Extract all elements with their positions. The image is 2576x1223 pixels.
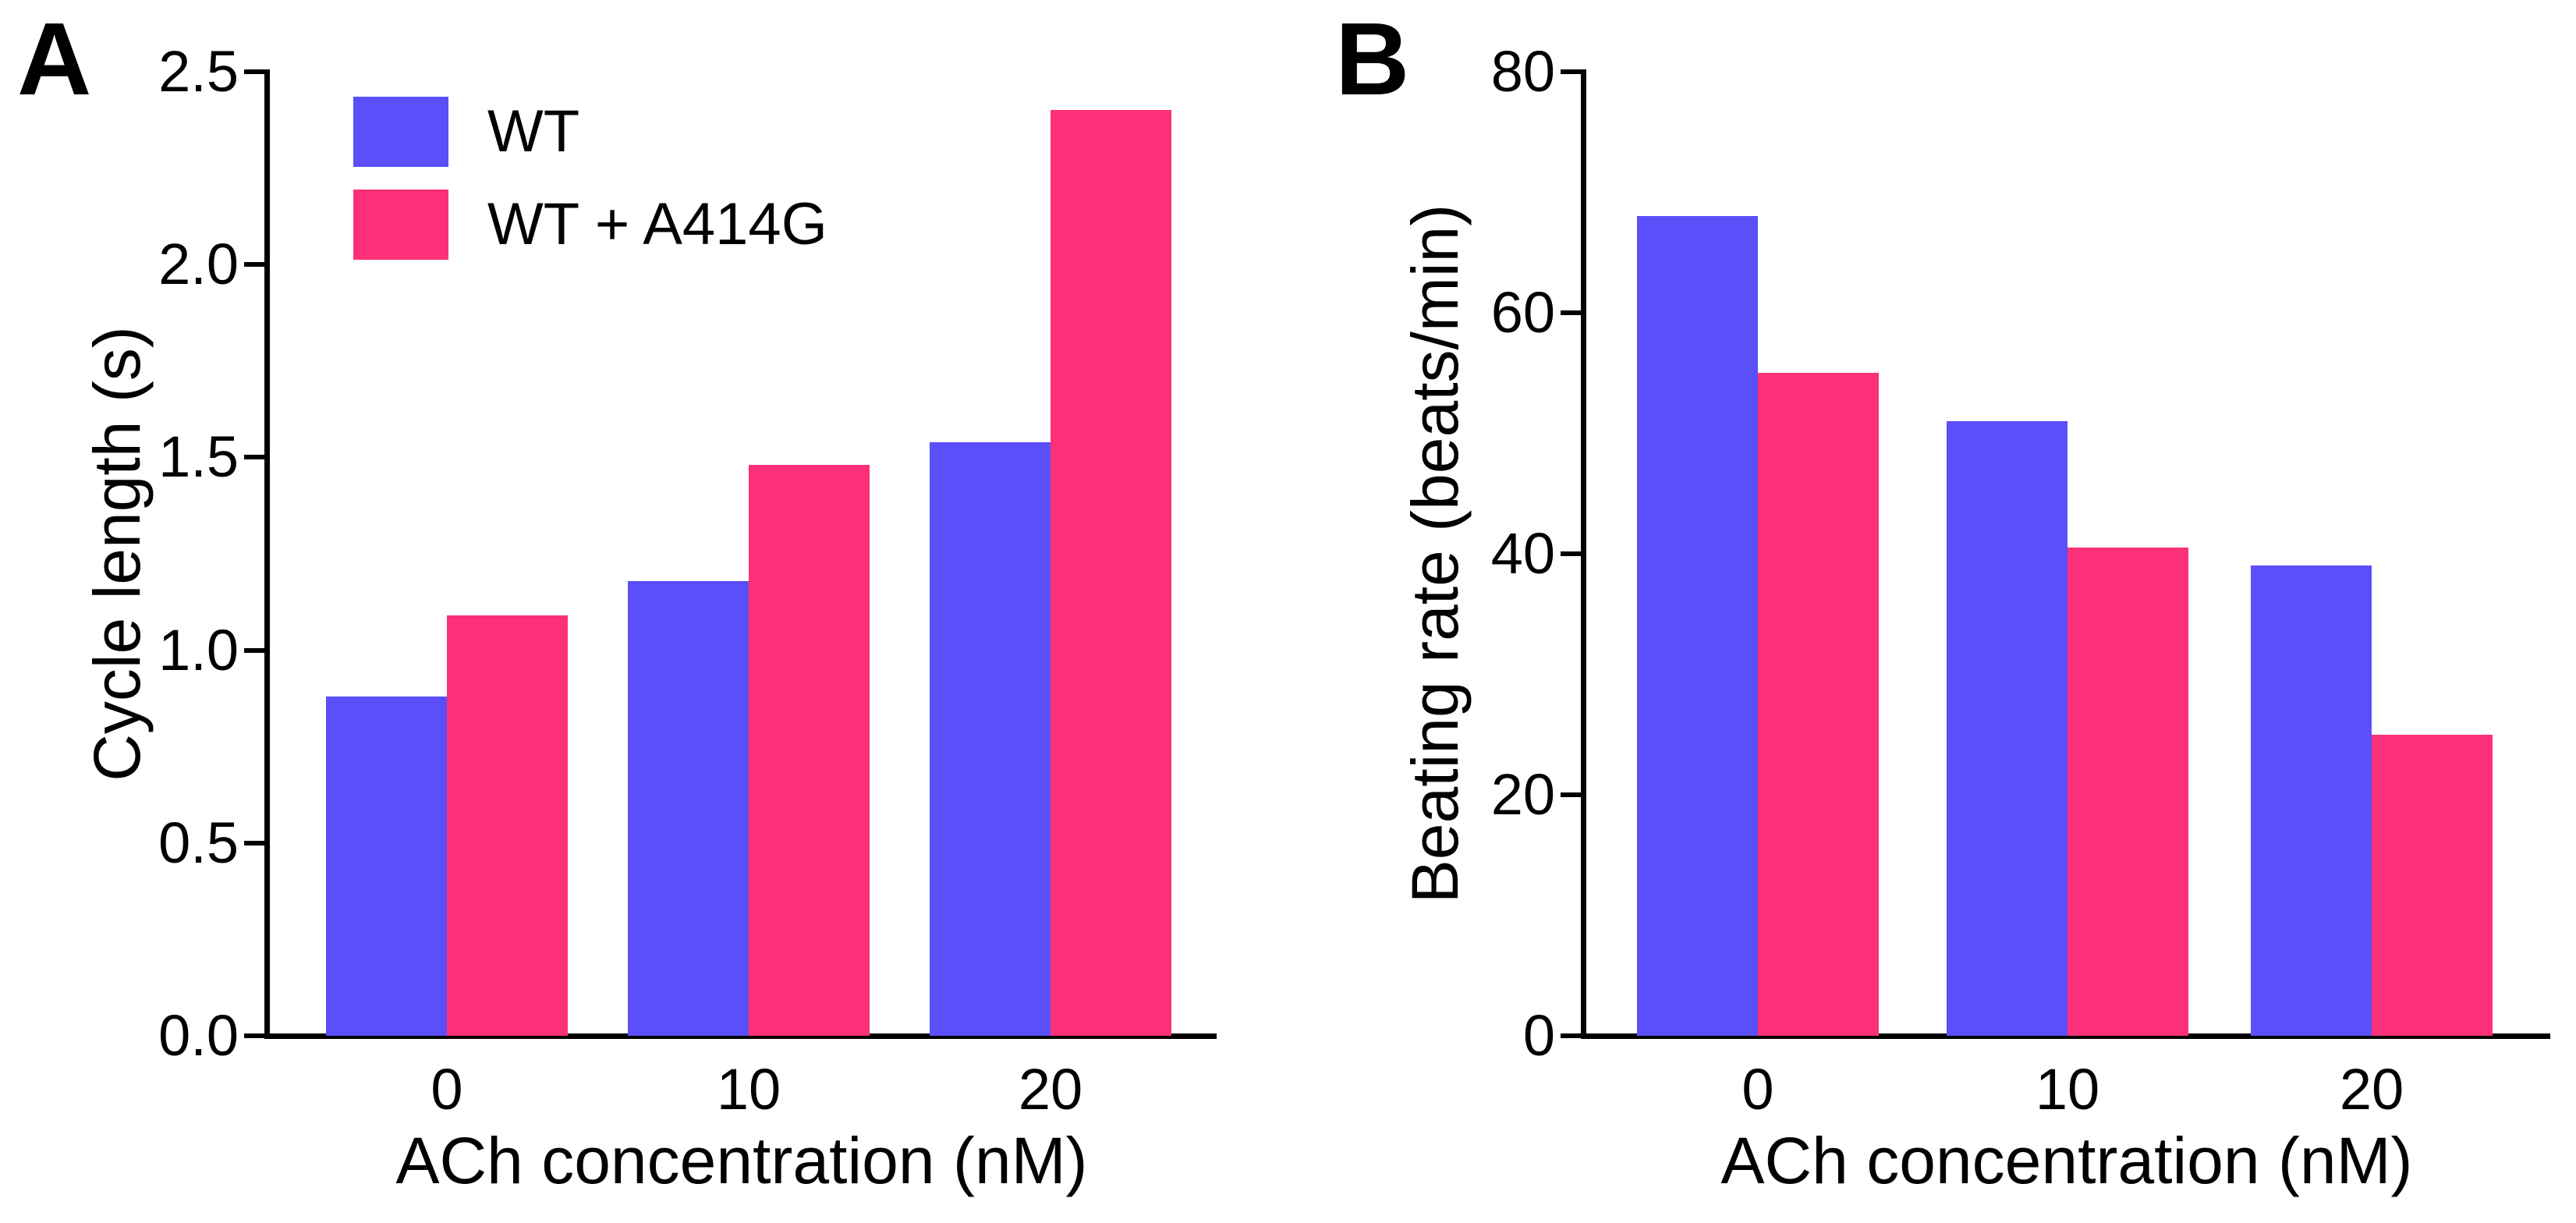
bar-wt-20	[930, 441, 1051, 1036]
panel-b-x-axis	[1581, 1033, 2550, 1039]
y-tick-label: 20	[1490, 762, 1555, 827]
panel-a-x-axis	[264, 1033, 1217, 1039]
y-tick-mark	[244, 262, 264, 268]
y-tick-label: 0	[1522, 1003, 1555, 1068]
y-tick-mark	[244, 69, 264, 74]
x-tick-label: 0	[431, 1057, 463, 1122]
panel-b-x-axis-title: ACh concentration (nM)	[1720, 1124, 2413, 1197]
y-tick-mark	[1561, 310, 1581, 315]
bar-wt-0	[1637, 216, 1758, 1036]
y-tick-mark	[244, 455, 264, 460]
y-tick-mark	[244, 840, 264, 845]
bar-wt-10	[1947, 421, 2068, 1036]
bar-wt-0	[326, 696, 447, 1036]
y-tick-label: 2.5	[158, 39, 239, 104]
panel-b-y-axis	[1581, 69, 1586, 1038]
y-tick-mark	[1561, 792, 1581, 797]
bar-wt-a414g-10	[749, 465, 870, 1036]
panel-a-x-axis-title: ACh concentration (nM)	[395, 1124, 1088, 1197]
legend-label-wt-a414g: WT + A414G	[487, 191, 827, 257]
y-tick-mark	[244, 1033, 264, 1038]
panel-a-y-axis	[264, 69, 270, 1038]
bar-wt-20	[2251, 565, 2372, 1036]
bar-wt-a414g-20	[2372, 734, 2493, 1036]
y-tick-label: 40	[1490, 521, 1555, 586]
bar-wt-10	[628, 580, 749, 1036]
panel-a-letter: A	[17, 2, 92, 116]
y-tick-mark	[1561, 1033, 1581, 1038]
legend-swatch-wt	[353, 97, 448, 167]
y-tick-label: 1.5	[158, 424, 239, 490]
bar-wt-a414g-10	[2068, 548, 2188, 1036]
bar-wt-a414g-0	[1758, 373, 1879, 1036]
y-tick-label: 80	[1490, 39, 1555, 104]
panel-b-letter: B	[1335, 2, 1410, 116]
x-tick-label: 20	[1018, 1057, 1083, 1122]
x-tick-label: 20	[2339, 1057, 2404, 1122]
legend-label-wt: WT	[487, 98, 580, 165]
x-tick-label: 0	[1742, 1057, 1774, 1122]
x-tick-label: 10	[716, 1057, 781, 1122]
y-tick-label: 0.5	[158, 810, 239, 875]
bar-wt-a414g-20	[1051, 110, 1171, 1036]
y-tick-mark	[1561, 551, 1581, 556]
bar-wt-a414g-0	[447, 615, 568, 1036]
y-tick-mark	[244, 647, 264, 653]
y-tick-label: 0.0	[158, 1003, 239, 1068]
y-tick-mark	[1561, 69, 1581, 74]
y-tick-label: 2.0	[158, 232, 239, 297]
legend-swatch-wt-a414g	[353, 190, 448, 260]
y-tick-label: 1.0	[158, 617, 239, 682]
x-tick-label: 10	[2035, 1057, 2100, 1122]
y-tick-label: 60	[1490, 280, 1555, 345]
panel-a-y-axis-title: Cycle length (s)	[80, 326, 154, 782]
